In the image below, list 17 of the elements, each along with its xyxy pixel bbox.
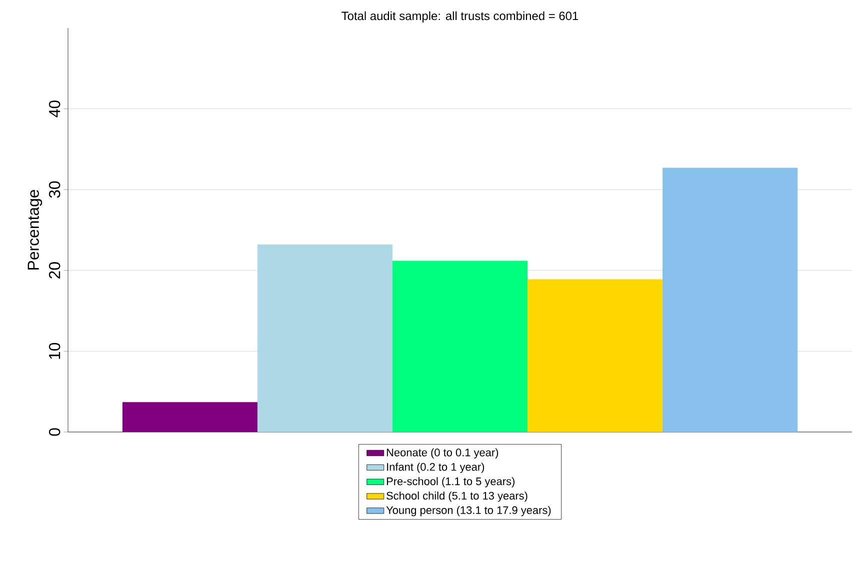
legend-label: Infant (0.2 to 1 year) [387, 462, 484, 473]
bar [662, 168, 798, 432]
y-tick-label: 40 [48, 100, 60, 118]
y-axis-title: Percentage [28, 190, 42, 270]
y-tick-label: 30 [48, 181, 60, 198]
bar [528, 279, 663, 432]
y-tick-label: 20 [48, 262, 60, 278]
bar [122, 402, 258, 432]
legend-label: Neonate (0 to 0.1 year) [386, 448, 498, 459]
y-tick-label: 10 [48, 342, 60, 359]
y-tick-label: 0 [48, 428, 60, 436]
bar [257, 244, 392, 432]
chart-title: Total audit sample: all trusts combined = 601 [342, 11, 578, 23]
legend-label: School child (5.1 to 13 years) [386, 492, 528, 502]
legend-label: Young person (13.1 to 17.9 years) [386, 506, 551, 516]
bar [392, 260, 528, 432]
legend-label: Pre-school (1.1 to 5 years) [386, 477, 514, 488]
